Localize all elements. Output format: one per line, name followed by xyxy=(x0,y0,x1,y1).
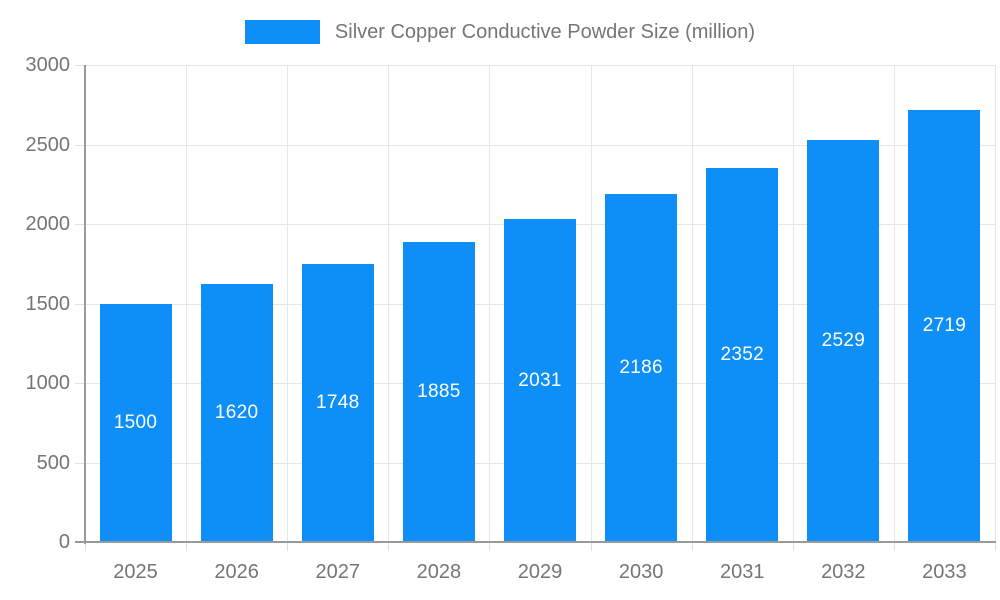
bar: 1748 xyxy=(301,264,374,542)
x-gridline xyxy=(590,65,592,542)
x-gridline xyxy=(186,65,188,542)
y-gridline xyxy=(85,65,995,66)
x-axis-tick xyxy=(489,542,491,551)
bar-value-label: 2352 xyxy=(720,344,764,366)
bar-value-label: 2529 xyxy=(821,329,866,351)
x-gridline xyxy=(691,65,693,542)
bar-value-label: 1620 xyxy=(214,402,259,424)
x-gridline xyxy=(792,65,794,542)
x-axis-tick xyxy=(85,542,86,551)
y-axis-tick-label: 2000 xyxy=(25,213,71,235)
x-axis-tick xyxy=(590,542,592,551)
x-axis-line xyxy=(75,541,996,543)
x-axis-tick-label: 2026 xyxy=(214,561,259,583)
bar: 2186 xyxy=(605,194,678,542)
x-axis-tick-label: 2029 xyxy=(517,561,563,583)
bar: 1885 xyxy=(402,242,475,542)
bar: 2719 xyxy=(908,109,981,542)
bar: 2529 xyxy=(807,139,880,542)
x-axis-tick-label: 2025 xyxy=(113,561,158,583)
bar: 1620 xyxy=(200,284,273,542)
y-axis-tick xyxy=(75,462,85,464)
plot-area: 1500 1620 1748 1885 2031 2186 2352 2529 2719 0 50… xyxy=(26,55,996,583)
legend-color-swatch xyxy=(244,20,320,44)
x-axis-tick-label: 2032 xyxy=(821,561,866,583)
y-axis-tick xyxy=(75,144,85,146)
x-gridline xyxy=(489,65,491,542)
y-axis-line xyxy=(84,65,86,544)
x-axis-tick-label: 2030 xyxy=(618,561,664,583)
y-gridline xyxy=(85,144,995,146)
chart-legend[interactable]: Silver Copper Conductive Powder Size (mi… xyxy=(0,18,1000,46)
x-gridline xyxy=(893,65,895,542)
x-axis-tick-label: 2031 xyxy=(719,561,765,583)
x-axis-tick xyxy=(995,542,996,551)
y-axis-tick-label: 2500 xyxy=(25,133,71,156)
y-axis-tick xyxy=(75,383,85,384)
bar-value-label: 1748 xyxy=(316,392,360,414)
y-axis-tick xyxy=(75,224,85,225)
x-axis-tick xyxy=(893,542,895,551)
x-gridline xyxy=(995,65,996,542)
x-axis-tick xyxy=(186,542,188,551)
bar-value-label: 1885 xyxy=(417,381,461,403)
bar-value-label: 2186 xyxy=(619,357,663,379)
y-axis-tick xyxy=(75,303,85,305)
y-axis-tick xyxy=(75,65,85,66)
y-axis-tick-label: 500 xyxy=(36,451,70,474)
bar: 1500 xyxy=(99,303,172,542)
x-gridline xyxy=(388,65,390,542)
x-axis-tick xyxy=(287,542,289,551)
bar: 2352 xyxy=(706,168,779,542)
x-axis-tick xyxy=(792,542,794,551)
x-axis-tick-label: 2033 xyxy=(922,561,967,583)
x-axis-tick-label: 2028 xyxy=(416,561,462,583)
bar-value-label: 2719 xyxy=(922,314,967,336)
bar-value-label: 2031 xyxy=(518,369,562,391)
x-gridline xyxy=(287,65,289,542)
x-axis-tick xyxy=(691,542,693,551)
bar-value-label: 1500 xyxy=(113,411,158,433)
bar: 2031 xyxy=(504,219,576,542)
legend-series-label: Silver Copper Conductive Powder Size (mi… xyxy=(334,21,756,43)
x-axis-tick-label: 2027 xyxy=(315,561,361,583)
x-axis-tick xyxy=(388,542,390,551)
y-axis-tick-label: 0 xyxy=(58,531,70,553)
y-axis-tick-label: 1000 xyxy=(25,372,71,394)
y-axis-tick-label: 3000 xyxy=(25,54,71,76)
y-axis-tick-label: 1500 xyxy=(25,292,71,315)
